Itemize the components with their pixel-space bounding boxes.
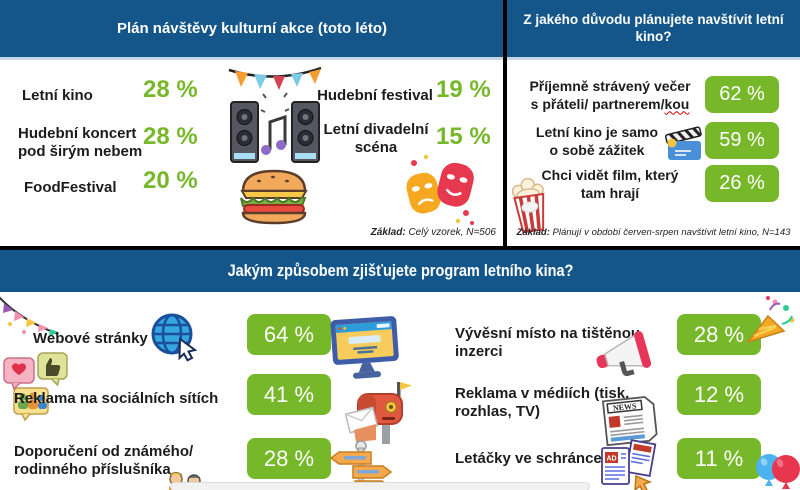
label-letacky: Letáčky ve schránce bbox=[455, 450, 602, 467]
clapperboard-icon bbox=[664, 126, 702, 160]
label-chci-videt-film: Chci vidět film, který tam hrají bbox=[541, 167, 679, 201]
value-webove-stranky: 64 % bbox=[247, 314, 331, 355]
scrollbar-thumb[interactable] bbox=[170, 482, 590, 490]
label-prijemny-vecer: Příjemně strávený večer s přáteli/ partn… bbox=[529, 78, 691, 112]
value-kino-zazitek: 59 % bbox=[705, 122, 779, 159]
monitor-icon bbox=[330, 316, 399, 379]
popcorn-icon bbox=[511, 177, 545, 234]
value-prijemny-vecer: 62 % bbox=[705, 76, 779, 113]
newspaper-icon: NEWS bbox=[601, 396, 658, 447]
balloons-icon bbox=[756, 454, 800, 489]
newspaper-masthead-text: NEWS bbox=[612, 401, 637, 412]
value-hudebni-festival: 19 % bbox=[436, 76, 491, 103]
party-popper-icon bbox=[745, 296, 795, 344]
value-letacky: 11 % bbox=[677, 438, 761, 479]
ad-flyers-icon: AD bbox=[601, 439, 657, 490]
value-doporuceni: 28 % bbox=[247, 438, 331, 479]
label-webove-stranky: Webové stránky bbox=[33, 330, 148, 347]
panel-program-title: Jakým způsobem zjišťujete program letníh… bbox=[0, 250, 800, 292]
label-vyvesni-misto: Vývěsní místo na tištěnou inzerci bbox=[455, 325, 641, 360]
burger-icon bbox=[240, 169, 308, 225]
panel-program: Jakým způsobem zjišťujete program letníh… bbox=[0, 250, 800, 490]
value-letni-divadelni-scena: 15 % bbox=[436, 123, 491, 150]
spellcheck-flagged-word: kou bbox=[664, 95, 690, 112]
value-letni-kino: 28 % bbox=[143, 76, 198, 103]
value-reklama-socialni-site: 41 % bbox=[247, 374, 331, 415]
value-chci-videt-film: 26 % bbox=[705, 165, 779, 202]
label-hudebni-festival: Hudební festival bbox=[317, 87, 433, 104]
horizontal-divider bbox=[0, 246, 800, 250]
megaphone-icon bbox=[596, 331, 652, 377]
label-letni-kino: Letní kino bbox=[22, 87, 93, 104]
panel-plan: Plán návštěvy kulturní akce (toto léto) … bbox=[0, 0, 504, 246]
theater-masks-icon bbox=[406, 154, 474, 225]
value-hudebni-koncert: 28 % bbox=[143, 123, 198, 150]
label-reklama-media: Reklama v médiích (tisk, rozhlas, TV) bbox=[455, 385, 630, 420]
social-media-icon bbox=[3, 352, 68, 422]
base-note-reason: Základ: Plánují v období červen-srpen na… bbox=[516, 227, 791, 238]
signpost-icon bbox=[329, 440, 393, 490]
globe-cursor-icon bbox=[151, 313, 198, 362]
panel-plan-title: Plán návštěvy kulturní akce (toto léto) bbox=[0, 0, 504, 60]
base-note-plan: Základ: Celý vzorek, N=506 bbox=[370, 227, 496, 238]
label-doporuceni: Doporučení od známého/ rodinného přísluš… bbox=[14, 443, 194, 478]
label-hudebni-koncert: Hudební koncert pod širým nebem bbox=[18, 125, 143, 160]
label-letni-divadelni-scena: Letní divadelní scéna bbox=[323, 121, 429, 156]
value-foodfestival: 20 % bbox=[143, 167, 198, 194]
mailbox-icon bbox=[344, 382, 412, 444]
value-vyvesni-misto: 28 % bbox=[677, 314, 761, 355]
vertical-divider bbox=[503, 0, 507, 250]
garland-icon bbox=[0, 296, 59, 337]
panel-reason-title: Z jakého důvodu plánujete navštívit letn… bbox=[507, 0, 800, 60]
label-reklama-socialni-site: Reklama na sociálních sítích bbox=[14, 390, 219, 407]
label-foodfestival: FoodFestival bbox=[24, 179, 117, 196]
music-festival-icon bbox=[228, 66, 322, 163]
value-reklama-media: 12 % bbox=[677, 374, 761, 415]
panel-reason: Z jakého důvodu plánujete navštívit letn… bbox=[507, 0, 800, 246]
label-kino-zazitek: Letní kino je samo o sobě zážitek bbox=[535, 124, 659, 158]
ad-badge-text: AD bbox=[606, 456, 616, 463]
